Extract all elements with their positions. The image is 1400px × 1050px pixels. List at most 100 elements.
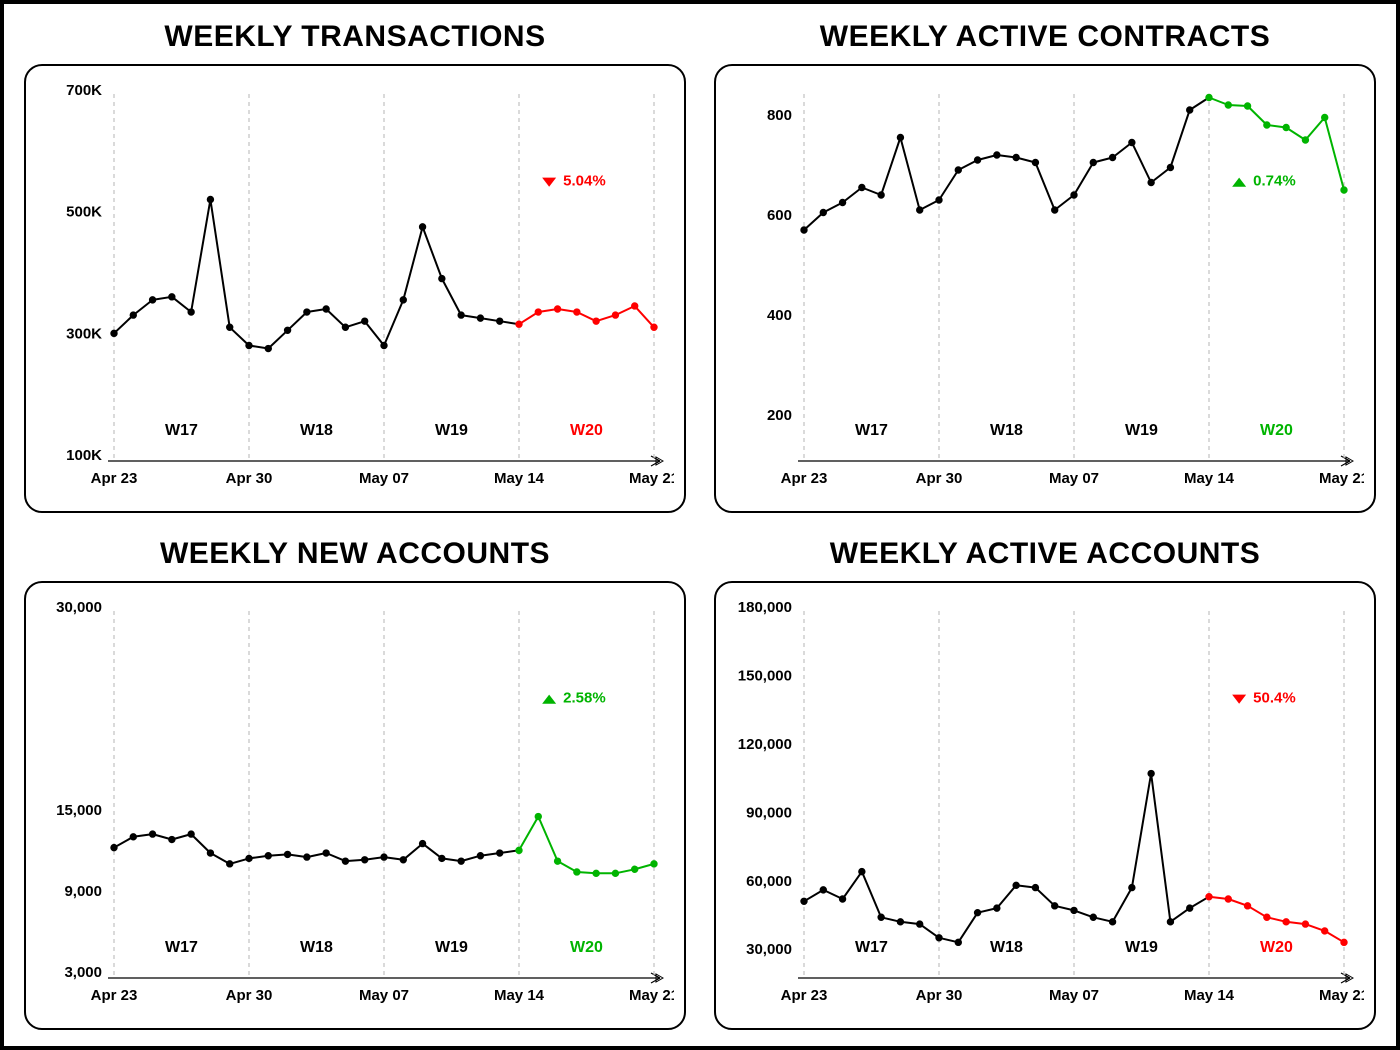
data-point: [227, 324, 233, 330]
data-point: [1090, 914, 1096, 920]
data-point: [535, 309, 541, 315]
data-point: [974, 157, 980, 163]
ytick-label: 700K: [66, 82, 102, 99]
data-point: [458, 858, 464, 864]
ytick-label: 90,000: [746, 804, 792, 821]
data-point: [651, 324, 657, 330]
delta-text: 50.4%: [1253, 689, 1296, 706]
data-point: [111, 330, 117, 336]
data-point: [304, 854, 310, 860]
arrow-down-icon: [542, 178, 556, 187]
week-label: W20: [570, 939, 603, 956]
arrow-down-icon: [1232, 695, 1246, 704]
data-point: [878, 192, 884, 198]
data-point: [1244, 103, 1250, 109]
data-point: [1148, 770, 1154, 776]
data-point: [612, 870, 618, 876]
ytick-label: 400: [767, 307, 792, 324]
active-contracts-title: WEEKLY ACTIVE CONTRACTS: [820, 20, 1270, 54]
series-line-base: [804, 774, 1209, 943]
xtick-label: Apr 23: [91, 470, 138, 487]
data-point: [994, 905, 1000, 911]
data-point: [207, 850, 213, 856]
data-point: [632, 303, 638, 309]
data-point: [381, 342, 387, 348]
ytick-label: 100K: [66, 447, 102, 464]
data-point: [246, 855, 252, 861]
data-point: [1109, 154, 1115, 160]
ytick-label: 60,000: [746, 873, 792, 890]
data-point: [207, 196, 213, 202]
active-contracts-panel: WEEKLY ACTIVE CONTRACTS Apr 23Apr 30May …: [714, 20, 1376, 513]
xtick-label: Apr 30: [916, 987, 963, 1004]
data-point: [801, 227, 807, 233]
series-line-highlight: [1209, 897, 1344, 943]
data-point: [342, 858, 348, 864]
ytick-label: 500K: [66, 204, 102, 221]
data-point: [632, 866, 638, 872]
ytick-label: 200: [767, 407, 792, 424]
data-point: [1322, 114, 1328, 120]
data-point: [400, 857, 406, 863]
data-point: [1225, 102, 1231, 108]
data-point: [1302, 137, 1308, 143]
data-point: [1341, 939, 1347, 945]
data-point: [323, 306, 329, 312]
ytick-label: 30,000: [56, 599, 102, 616]
ytick-label: 15,000: [56, 802, 102, 819]
transactions-panel: WEEKLY TRANSACTIONS Apr 23Apr 30May 07Ma…: [24, 20, 686, 513]
data-point: [1244, 903, 1250, 909]
data-point: [974, 909, 980, 915]
data-point: [839, 199, 845, 205]
data-point: [1264, 914, 1270, 920]
data-point: [820, 887, 826, 893]
data-point: [1090, 159, 1096, 165]
week-label: W18: [300, 939, 333, 956]
data-point: [1341, 187, 1347, 193]
data-point: [1052, 903, 1058, 909]
xtick-label: May 21: [1319, 987, 1364, 1004]
data-point: [362, 318, 368, 324]
week-label: W17: [165, 939, 198, 956]
data-point: [917, 921, 923, 927]
xtick-label: May 14: [1184, 987, 1235, 1004]
data-point: [839, 896, 845, 902]
data-point: [1187, 905, 1193, 911]
data-point: [1071, 192, 1077, 198]
data-point: [1322, 928, 1328, 934]
data-point: [1167, 919, 1173, 925]
week-label: W19: [1125, 422, 1158, 439]
week-label: W20: [1260, 939, 1293, 956]
ytick-label: 9,000: [64, 883, 102, 900]
data-point: [458, 312, 464, 318]
data-point: [419, 224, 425, 230]
data-point: [265, 345, 271, 351]
delta-indicator: 50.4%: [1232, 689, 1296, 706]
transactions-chart: Apr 23Apr 30May 07May 14May 21100K300K50…: [24, 64, 686, 513]
data-point: [130, 312, 136, 318]
data-point: [130, 834, 136, 840]
transactions-svg: Apr 23Apr 30May 07May 14May 21100K300K50…: [36, 76, 674, 501]
data-point: [1283, 919, 1289, 925]
xtick-label: May 14: [494, 987, 545, 1004]
week-label: W19: [1125, 939, 1158, 956]
data-point: [246, 342, 252, 348]
data-point: [265, 853, 271, 859]
data-point: [304, 309, 310, 315]
data-point: [227, 861, 233, 867]
data-point: [169, 836, 175, 842]
xtick-label: May 07: [359, 470, 409, 487]
data-point: [535, 813, 541, 819]
active-contracts-chart: Apr 23Apr 30May 07May 14May 212004006008…: [714, 64, 1376, 513]
xtick-label: Apr 23: [781, 470, 828, 487]
delta-indicator: 5.04%: [542, 172, 606, 189]
data-point: [497, 850, 503, 856]
data-point: [400, 297, 406, 303]
data-point: [820, 209, 826, 215]
arrow-up-icon: [542, 695, 556, 704]
data-point: [936, 935, 942, 941]
data-point: [859, 868, 865, 874]
xtick-label: Apr 23: [781, 987, 828, 1004]
data-point: [1206, 894, 1212, 900]
new-accounts-panel: WEEKLY NEW ACCOUNTS Apr 23Apr 30May 07Ma…: [24, 537, 686, 1030]
